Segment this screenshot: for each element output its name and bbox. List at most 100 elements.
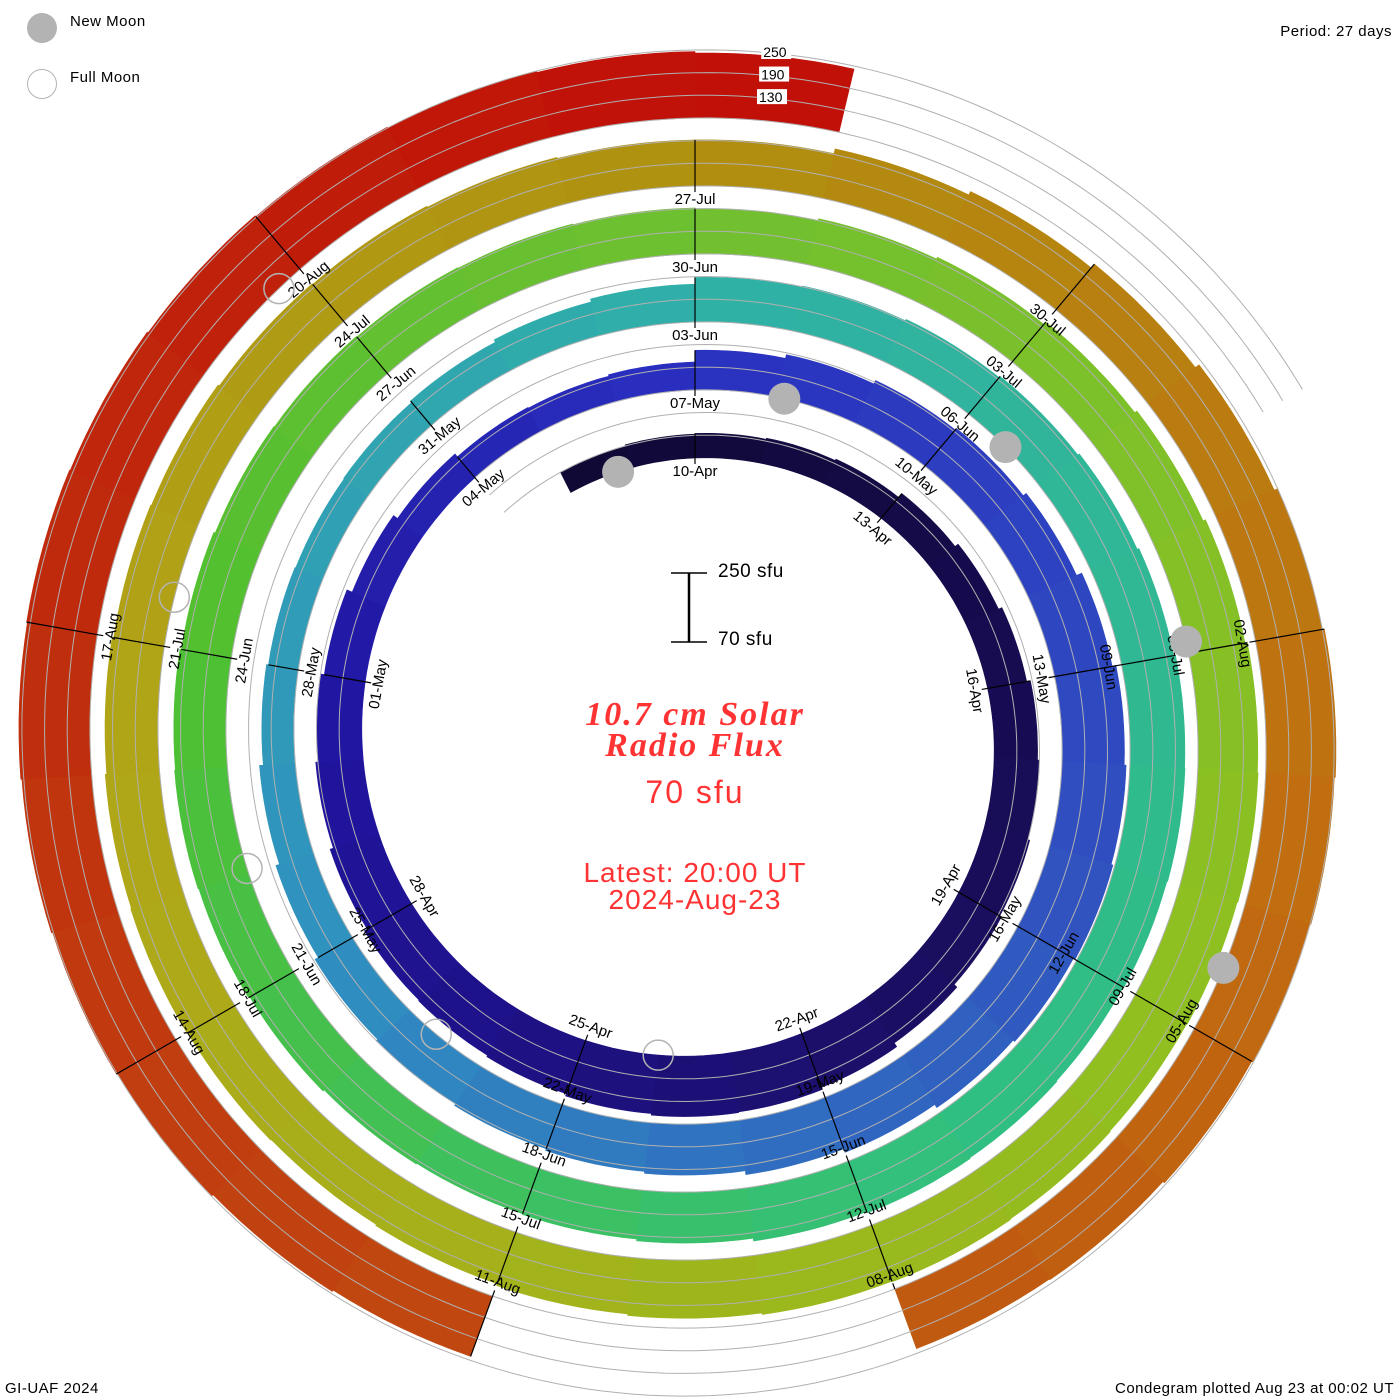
moon-markers xyxy=(158,272,1240,1071)
level-label-bg xyxy=(761,43,792,59)
level-label-bg xyxy=(757,89,788,105)
flux-bar xyxy=(987,680,1038,761)
day-tick xyxy=(1249,628,1325,643)
day-tick xyxy=(410,400,436,431)
flux-bar xyxy=(261,664,299,766)
date-label: 16-Apr xyxy=(962,667,987,714)
level-spiral-130 xyxy=(66,94,1290,1352)
date-label: 10-Apr xyxy=(672,463,717,480)
new-moon-marker xyxy=(768,382,801,415)
flux-bar xyxy=(1255,628,1337,778)
flux-bar xyxy=(259,762,315,865)
date-label: 21-Jul xyxy=(166,627,190,670)
day-tick xyxy=(545,1098,565,1149)
day-tick xyxy=(981,680,1031,691)
level-label: 250 xyxy=(763,44,787,60)
day-tick xyxy=(356,336,392,379)
flux-bar xyxy=(493,301,600,372)
new-moon-icon xyxy=(27,13,57,43)
chart-title-line1: 10.7 cm Solar xyxy=(585,696,805,733)
flux-bar xyxy=(746,1160,867,1242)
day-tick xyxy=(470,1290,496,1357)
scale-bottom-label: 70 sfu xyxy=(718,629,773,650)
level-spirals xyxy=(21,49,1335,1397)
day-tick xyxy=(1188,1024,1252,1062)
date-label: 03-Jun xyxy=(672,327,718,344)
date-label: 07-May xyxy=(670,395,721,412)
flux-bar xyxy=(627,1254,763,1319)
scale-top-label: 250 sfu xyxy=(718,561,784,582)
day-tick xyxy=(876,493,903,524)
chart-title-line2: Radio Flux xyxy=(605,727,785,764)
legend-new-moon: New Moon xyxy=(70,13,146,30)
flux-bar xyxy=(397,453,476,538)
day-tick xyxy=(248,968,300,999)
day-tick xyxy=(1007,321,1047,367)
flux-bar xyxy=(456,406,541,479)
day-tick xyxy=(522,1162,542,1214)
day-tick xyxy=(26,621,104,637)
flux-bar xyxy=(694,276,803,332)
flux-bar xyxy=(650,1052,739,1117)
flux-bar xyxy=(1244,772,1335,925)
full-moon-marker xyxy=(231,852,263,885)
flux-bar xyxy=(418,962,519,1056)
date-label: 01-May xyxy=(366,658,392,711)
flux-bar xyxy=(410,341,511,427)
level-labels: 250 190 130 xyxy=(757,43,792,105)
full-moon-marker xyxy=(420,1018,452,1050)
flux-bar xyxy=(18,621,98,780)
day-tick xyxy=(964,375,1001,419)
flux-bar xyxy=(329,834,412,930)
day-tick xyxy=(317,934,359,959)
day-tick xyxy=(1012,922,1074,959)
date-label: 30-Jun xyxy=(672,259,718,276)
flux-bar xyxy=(174,766,250,890)
day-ticks xyxy=(26,139,1325,1357)
level-spiral-190 xyxy=(44,72,1312,1374)
level-label-bg xyxy=(759,66,790,82)
current-flux-value: 70 sfu xyxy=(645,774,745,810)
new-moon-marker xyxy=(1207,951,1240,984)
day-tick xyxy=(1115,654,1176,667)
flux-bar xyxy=(760,437,836,484)
day-tick xyxy=(186,1002,241,1034)
scale-bar-icon xyxy=(671,572,707,643)
flux-bar xyxy=(565,1040,659,1114)
day-tick xyxy=(1048,665,1117,679)
flux-bar xyxy=(791,285,906,363)
day-tick xyxy=(324,674,372,684)
day-tick xyxy=(116,1036,182,1075)
flux-bar xyxy=(104,770,184,910)
footer-credit: GI-UAF 2024 xyxy=(5,1380,99,1397)
day-tick xyxy=(920,428,957,472)
day-tick xyxy=(181,648,238,660)
new-moon-marker xyxy=(989,431,1022,464)
flux-bar xyxy=(694,139,835,199)
flux-bar xyxy=(754,1224,893,1315)
day-tick xyxy=(1071,956,1124,988)
latest-time: Latest: 20:00 UT xyxy=(583,857,807,888)
day-tick xyxy=(845,1155,868,1212)
day-tick xyxy=(868,1219,893,1282)
day-tick xyxy=(496,1226,519,1284)
full-moon-marker xyxy=(158,581,191,613)
flux-bar xyxy=(527,375,616,433)
day-tick xyxy=(892,1283,896,1290)
flux-bar xyxy=(486,1008,586,1095)
date-label: 24-Jun xyxy=(232,637,257,685)
flux-bar xyxy=(316,673,366,763)
day-tick xyxy=(312,283,349,327)
latest-date: 2024-Aug-23 xyxy=(608,884,782,915)
flux-bar xyxy=(363,903,460,1001)
day-tick xyxy=(268,664,305,672)
flux-bar xyxy=(457,223,584,311)
flux-bar xyxy=(323,589,386,683)
full-moon-icon xyxy=(27,69,57,99)
day-tick xyxy=(255,216,305,275)
flux-bar xyxy=(807,218,938,302)
footer-plot-time: Condegram plotted Aug 23 at 00:02 UT xyxy=(1114,1380,1394,1397)
flux-bar xyxy=(496,1231,635,1315)
